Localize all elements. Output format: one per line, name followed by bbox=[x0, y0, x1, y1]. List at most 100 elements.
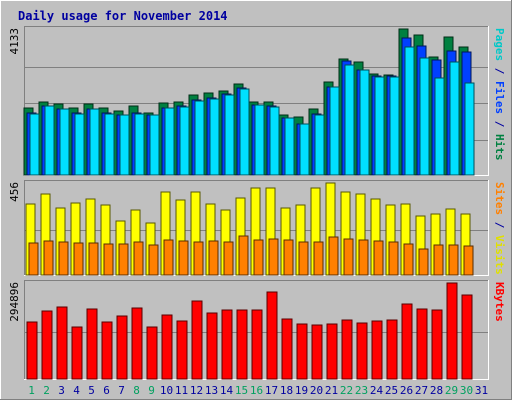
bar-pages-day-4 bbox=[74, 113, 85, 176]
bar-sites-day-8 bbox=[133, 241, 144, 276]
bar-kbytes-day-26 bbox=[401, 303, 413, 380]
day-label-4: 4 bbox=[73, 384, 80, 397]
bar-sites-day-18 bbox=[283, 239, 294, 276]
bar-kbytes-day-19 bbox=[296, 323, 308, 380]
bar-pages-day-30 bbox=[464, 82, 475, 176]
day-label-16: 16 bbox=[250, 384, 263, 397]
series-pages bbox=[29, 46, 475, 176]
bar-kbytes-day-10 bbox=[161, 314, 173, 380]
bar-pages-day-1 bbox=[29, 113, 40, 176]
bar-sites-day-21 bbox=[328, 236, 339, 276]
panel-requests-max-label: 4133 bbox=[8, 28, 21, 55]
bar-kbytes-day-28 bbox=[431, 309, 443, 380]
panel-visits-axis-label: Sites / Visits bbox=[493, 182, 506, 275]
bar-kbytes-day-17 bbox=[266, 291, 278, 380]
bar-kbytes-day-8 bbox=[131, 307, 143, 380]
day-label-29: 29 bbox=[445, 384, 458, 397]
day-label-12: 12 bbox=[190, 384, 203, 397]
bar-pages-day-21 bbox=[329, 86, 340, 176]
bar-sites-day-7 bbox=[118, 243, 129, 276]
day-label-27: 27 bbox=[415, 384, 428, 397]
bar-kbytes-day-6 bbox=[101, 321, 113, 380]
bar-kbytes-day-29 bbox=[446, 282, 458, 380]
bar-pages-day-26 bbox=[404, 46, 415, 176]
bar-kbytes-day-22 bbox=[341, 319, 353, 380]
bar-pages-day-5 bbox=[89, 108, 100, 176]
day-label-23: 23 bbox=[355, 384, 368, 397]
bar-pages-day-12 bbox=[194, 100, 205, 176]
bar-pages-day-16 bbox=[254, 104, 265, 176]
series-kbytes bbox=[26, 282, 473, 380]
bar-sites-day-5 bbox=[88, 242, 99, 276]
bar-pages-day-17 bbox=[269, 106, 280, 176]
bar-sites-day-25 bbox=[388, 241, 399, 276]
bar-kbytes-day-12 bbox=[191, 300, 203, 380]
day-label-17: 17 bbox=[265, 384, 278, 397]
day-label-18: 18 bbox=[280, 384, 293, 397]
bar-pages-day-18 bbox=[284, 117, 295, 176]
panel-kbytes-axis-label: KBytes bbox=[493, 282, 506, 322]
chart-panels: 4133 Pages / Files / Hits 456 Sites / Visit… bbox=[8, 26, 506, 380]
bar-kbytes-day-16 bbox=[251, 309, 263, 380]
panel-requests: 4133 Pages / Files / Hits bbox=[8, 26, 506, 176]
bar-pages-day-29 bbox=[449, 61, 460, 176]
bar-kbytes-day-9 bbox=[146, 326, 158, 380]
day-label-30: 30 bbox=[460, 384, 473, 397]
bar-pages-day-3 bbox=[59, 108, 70, 176]
chart-title: Daily usage for November 2014 bbox=[18, 9, 228, 23]
bar-sites-day-20 bbox=[313, 241, 324, 276]
bar-sites-day-11 bbox=[178, 240, 189, 276]
bar-sites-day-14 bbox=[223, 241, 234, 276]
bar-kbytes-day-2 bbox=[41, 310, 53, 380]
axis-label-part: / bbox=[493, 61, 506, 81]
bar-sites-day-30 bbox=[463, 245, 474, 276]
bar-sites-day-16 bbox=[253, 239, 264, 276]
day-label-1: 1 bbox=[28, 384, 35, 397]
axis-label-part: Sites bbox=[493, 182, 506, 215]
axis-label-part: Visits bbox=[493, 235, 506, 275]
panel-kbytes-max-label: 294896 bbox=[8, 282, 21, 322]
bar-pages-day-15 bbox=[239, 88, 250, 176]
bar-pages-day-25 bbox=[389, 76, 400, 176]
bar-sites-day-9 bbox=[148, 244, 159, 276]
bar-sites-day-26 bbox=[403, 243, 414, 276]
bar-sites-day-12 bbox=[193, 241, 204, 276]
day-label-8: 8 bbox=[133, 384, 140, 397]
bar-sites-day-28 bbox=[433, 244, 444, 276]
bar-sites-day-15 bbox=[238, 235, 249, 276]
bar-kbytes-day-25 bbox=[386, 319, 398, 380]
day-label-14: 14 bbox=[220, 384, 234, 397]
bar-kbytes-day-14 bbox=[221, 309, 233, 380]
bar-kbytes-day-18 bbox=[281, 318, 293, 380]
bar-pages-day-27 bbox=[419, 57, 430, 176]
day-labels: 1 2 3 4 5 6 7 8 9 10 11 12 13 14 15 16 17 18 19 20 21 22 23 24 2… bbox=[28, 384, 488, 397]
bar-kbytes-day-24 bbox=[371, 320, 383, 380]
bar-sites-day-4 bbox=[73, 242, 84, 276]
day-label-28: 28 bbox=[430, 384, 443, 397]
bar-kbytes-day-23 bbox=[356, 322, 368, 380]
bar-pages-day-22 bbox=[344, 64, 355, 176]
bar-sites-day-19 bbox=[298, 241, 309, 276]
axis-label-part: / bbox=[493, 215, 506, 235]
bar-sites-day-2 bbox=[43, 240, 54, 276]
panel-kbytes: 294896 KBytes bbox=[8, 280, 506, 380]
bar-pages-day-14 bbox=[224, 94, 235, 176]
bar-sites-day-10 bbox=[163, 239, 174, 276]
day-label-22: 22 bbox=[340, 384, 353, 397]
axis-label-part: Hits bbox=[493, 134, 506, 161]
bar-pages-day-19 bbox=[299, 123, 310, 176]
day-label-7: 7 bbox=[118, 384, 125, 397]
bar-sites-day-13 bbox=[208, 240, 219, 276]
bar-pages-day-2 bbox=[44, 105, 55, 176]
panel-visits-max-label: 456 bbox=[8, 182, 21, 202]
series-sites bbox=[28, 235, 474, 276]
day-label-13: 13 bbox=[205, 384, 218, 397]
day-label-31: 31 bbox=[475, 384, 488, 397]
day-label-25: 25 bbox=[385, 384, 398, 397]
day-label-19: 19 bbox=[295, 384, 308, 397]
bar-sites-day-22 bbox=[343, 238, 354, 276]
bar-sites-day-6 bbox=[103, 243, 114, 276]
bar-kbytes-day-30 bbox=[461, 294, 473, 380]
